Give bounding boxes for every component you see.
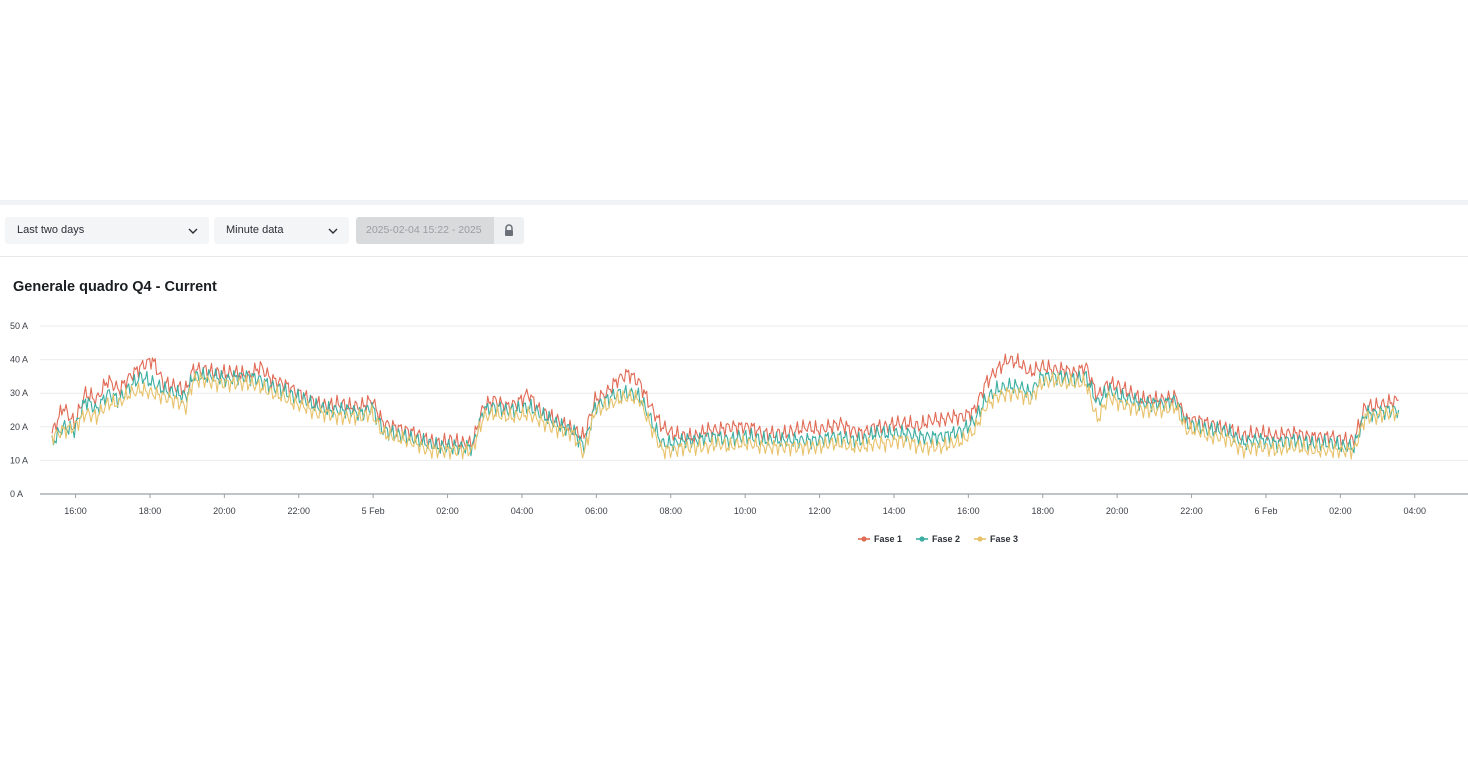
x-tick-label: 12:00 bbox=[808, 506, 831, 516]
current-chart: 0 A 10 A 20 A 30 A 40 A 50 A 16:00 18:00 20:00 22… bbox=[10, 321, 1468, 544]
x-tick-label: 04:00 bbox=[511, 506, 534, 516]
x-tick-label: 5 Feb bbox=[362, 506, 385, 516]
x-tick-label: 20:00 bbox=[1106, 506, 1129, 516]
x-tick-label: 10:00 bbox=[734, 506, 757, 516]
x-tick-label: 18:00 bbox=[139, 506, 162, 516]
y-tick-label: 0 A bbox=[10, 489, 23, 499]
date-range-field: 2025-02-04 15:22 - 2025 bbox=[356, 217, 494, 244]
top-blank-area bbox=[0, 0, 1468, 200]
chart-toolbar: Last two days Minute data 2025-02-04 15:… bbox=[0, 205, 1468, 257]
x-tick-label: 02:00 bbox=[436, 506, 459, 516]
lock-button[interactable] bbox=[494, 217, 524, 244]
x-tick-label: 14:00 bbox=[883, 506, 906, 516]
x-tick-label: 6 Feb bbox=[1254, 506, 1277, 516]
x-tick-label: 08:00 bbox=[659, 506, 682, 516]
y-tick-label: 20 A bbox=[10, 422, 28, 432]
chart-title: Generale quadro Q4 - Current bbox=[13, 279, 217, 295]
y-tick-label: 10 A bbox=[10, 455, 28, 465]
legend-label[interactable]: Fase 1 bbox=[874, 534, 902, 544]
time-range-select[interactable]: Last two days bbox=[5, 217, 209, 244]
y-tick-label: 30 A bbox=[10, 388, 28, 398]
series-fase-3-legend-marker bbox=[977, 536, 983, 542]
y-tick-label: 50 A bbox=[10, 321, 28, 331]
y-tick-label: 40 A bbox=[10, 355, 28, 365]
time-range-value: Last two days bbox=[17, 224, 85, 236]
x-tick-label: 18:00 bbox=[1031, 506, 1054, 516]
x-tick-label: 16:00 bbox=[957, 506, 980, 516]
granularity-select[interactable]: Minute data bbox=[214, 217, 349, 244]
x-tick-label: 22:00 bbox=[1180, 506, 1203, 516]
chevron-down-icon bbox=[328, 228, 338, 234]
series-line-fase-3 bbox=[51, 371, 1399, 460]
series-fase-2-legend-marker bbox=[919, 536, 925, 542]
x-tick-label: 04:00 bbox=[1403, 506, 1426, 516]
x-tick-label: 06:00 bbox=[585, 506, 608, 516]
chevron-down-icon bbox=[188, 228, 198, 234]
x-tick-label: 02:00 bbox=[1329, 506, 1352, 516]
series-fase-1-legend-marker bbox=[861, 536, 867, 542]
granularity-value: Minute data bbox=[226, 224, 284, 236]
legend-label[interactable]: Fase 2 bbox=[932, 534, 960, 544]
x-tick-label: 20:00 bbox=[213, 506, 236, 516]
section-divider bbox=[0, 200, 1468, 205]
legend-label[interactable]: Fase 3 bbox=[990, 534, 1018, 544]
x-tick-label: 22:00 bbox=[287, 506, 310, 516]
lock-icon bbox=[505, 224, 513, 236]
x-tick-label: 16:00 bbox=[64, 506, 87, 516]
